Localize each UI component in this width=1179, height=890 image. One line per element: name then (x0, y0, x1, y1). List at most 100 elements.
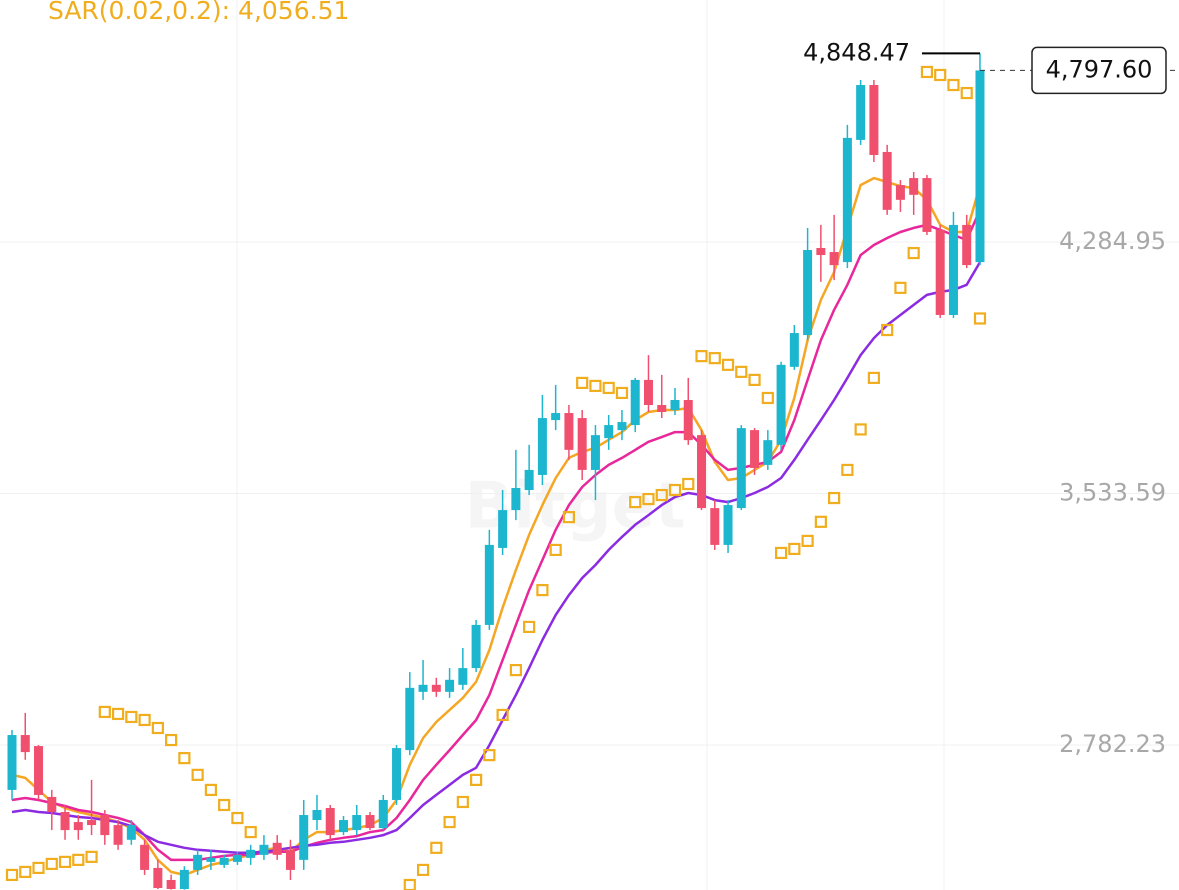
sar-dot (85, 850, 98, 863)
sar-dot (151, 721, 164, 735)
moving-average-line (11, 209, 982, 862)
sar-dot (854, 423, 867, 436)
candle-body (445, 679, 455, 692)
sar-dot (576, 376, 589, 390)
candle-body (312, 810, 322, 821)
sar-dot (509, 663, 522, 677)
sar-dot (549, 543, 562, 557)
last-price-box (1031, 46, 1167, 95)
candle-body (776, 364, 786, 445)
candle-body (895, 185, 905, 200)
candle-body (909, 178, 919, 195)
sar-dot (496, 708, 509, 722)
candle-body (922, 178, 932, 232)
sar-dot (45, 857, 58, 870)
candle-body (458, 668, 468, 685)
candle-body (750, 430, 760, 468)
y-tick-label: 2,782.23 (1059, 730, 1166, 758)
candle-body (816, 248, 826, 256)
candle-body (590, 435, 600, 470)
candle-body (285, 849, 295, 870)
sar-dot (668, 483, 682, 497)
candle-body (7, 735, 17, 790)
sar-dot (973, 312, 987, 325)
sar-dot (960, 86, 973, 100)
candle-body (47, 796, 57, 813)
y-tick-label: 4,284.95 (1059, 227, 1166, 255)
moving-average-line (11, 261, 982, 855)
sar-dot (801, 534, 814, 547)
candle-body (246, 849, 256, 858)
sar-dot (470, 773, 483, 786)
sar-dot (655, 488, 668, 502)
candle-body (378, 799, 388, 829)
candle-body (683, 399, 693, 441)
sar-dot (443, 815, 456, 829)
sar-dot (761, 391, 774, 405)
candle-body (259, 844, 269, 855)
candle-body (935, 229, 945, 315)
candle-body (431, 684, 441, 692)
sar-dot (721, 358, 735, 371)
sar-dot (165, 733, 178, 747)
candle-body (948, 224, 958, 315)
sar-dot (111, 707, 125, 721)
moving-average-line (11, 176, 982, 877)
candle-body (299, 815, 309, 860)
candle-body (869, 85, 879, 155)
sar-dot (5, 868, 19, 882)
sar-dot (218, 798, 231, 812)
candle-body (803, 250, 813, 336)
sar-dot (483, 749, 496, 762)
candle-body (166, 879, 176, 889)
sar-dot (32, 861, 45, 875)
sar-dot (841, 463, 854, 477)
candle-body (537, 418, 547, 475)
candle-body (763, 440, 773, 465)
candle-body (60, 812, 70, 831)
candle-body (670, 399, 680, 411)
candle-body (219, 857, 229, 865)
sar-dot (615, 386, 629, 400)
candle-body (87, 820, 97, 826)
sar-dot (642, 492, 655, 506)
candle-body (126, 825, 136, 840)
sar-dot (138, 713, 151, 727)
candle-body (365, 815, 375, 829)
sar-dot (125, 710, 138, 724)
sar-dot (788, 542, 801, 556)
sar-dot (934, 68, 947, 82)
candle-body (962, 224, 972, 266)
sar-dot (602, 381, 615, 395)
candle-body (100, 815, 110, 836)
sar-dot (589, 379, 602, 393)
sar-dot (814, 515, 827, 528)
candle-body (630, 379, 640, 426)
watermark: Bitget (464, 470, 685, 544)
candle-body (206, 857, 216, 862)
sar-dot (682, 477, 695, 491)
sar-dot (72, 853, 85, 866)
candle-body (352, 815, 362, 831)
sar-dot (774, 546, 788, 560)
sar-dot (430, 841, 443, 854)
candle-body (232, 854, 242, 862)
sar-dot (735, 365, 748, 378)
sar-dot (178, 752, 191, 765)
candle-body (193, 854, 203, 870)
candle-body (657, 405, 667, 413)
sar-dot (58, 855, 72, 868)
candle-body (272, 842, 282, 855)
sar-dot (867, 371, 881, 384)
sar-dot (231, 811, 244, 825)
candle-body (140, 844, 150, 870)
candle-body (339, 820, 348, 833)
candle-body (20, 735, 30, 753)
sar-dot (708, 352, 721, 365)
sar-dot (695, 350, 708, 363)
candle-body (577, 418, 587, 470)
sar-dot (536, 583, 549, 597)
sar-legend: SAR(0.02,0.2): 4,056.51 (48, 0, 349, 25)
candle-body (736, 428, 746, 509)
